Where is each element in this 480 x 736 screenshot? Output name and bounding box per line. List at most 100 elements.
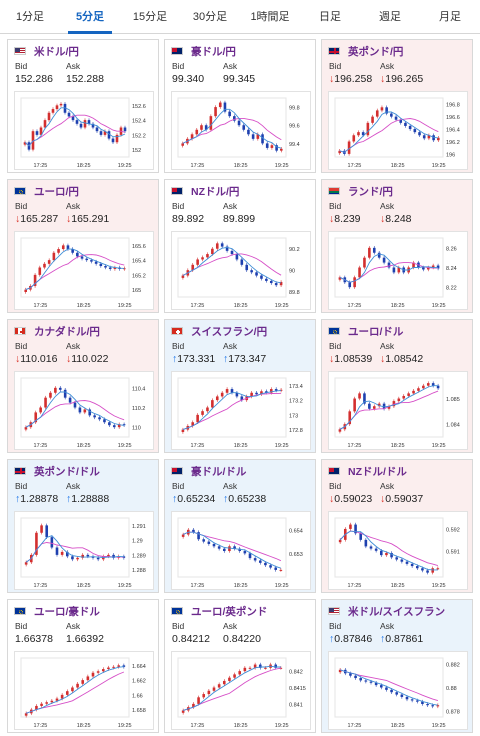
mini-chart[interactable]: 110.4 110.2 110 17:25 18:25 19:25: [14, 371, 154, 450]
mini-chart[interactable]: 99.8 99.6 99.4 17:25 18:25 19:25: [171, 91, 311, 170]
ask-label: Ask: [66, 481, 81, 491]
pair-title[interactable]: 英ポンド/円: [348, 45, 404, 58]
tab-0[interactable]: 1分足: [15, 11, 45, 23]
currency-card-usdchf[interactable]: 米ドル/スイスフラン Bid Ask ↑0.87846 ↑0.87861 0.882 0.8…: [321, 599, 473, 733]
mini-chart[interactable]: 0.654 0.653 17:25 18:25 19:25: [171, 511, 311, 590]
currency-card-euraud[interactable]: ユーロ/豪ドル Bid Ask 1.66378 1.66392 1.664 1.662 1.6…: [7, 599, 159, 733]
candle-body: [65, 691, 69, 695]
candle-body: [196, 259, 199, 265]
pair-title[interactable]: 英ポンド/ドル: [34, 465, 100, 478]
pair-title[interactable]: 米ドル/円: [34, 45, 79, 58]
pair-title[interactable]: カナダドル/円: [34, 325, 100, 338]
mini-chart[interactable]: 1.085 1.084 17:25 18:25 19:25: [328, 371, 468, 450]
currency-card-eurusd[interactable]: ユーロ/ドル Bid Ask ↓1.08539 ↓1.08542 1.085 1.084 17…: [321, 319, 473, 453]
tab-1[interactable]: 5分足: [60, 0, 120, 34]
bid-price: 173.331: [177, 353, 216, 365]
mini-chart[interactable]: 1.664 1.662 1.66 1.658 17:25 18:25 19:25: [14, 651, 154, 730]
candle-body: [270, 145, 274, 148]
currency-card-nzdjpy[interactable]: NZドル/円 Bid Ask 89.892 89.899 90.2 90 89.8 17:25 1…: [164, 179, 316, 313]
candle-body: [96, 671, 100, 673]
candle-body: [60, 694, 64, 699]
currency-card-eurjpy[interactable]: ユーロ/円 Bid Ask ↓165.287 ↓165.291 165.6 165.4 165…: [7, 179, 159, 313]
bid-price: 0.59023: [334, 493, 373, 505]
candle-body: [233, 674, 236, 678]
pair-title[interactable]: ユーロ/円: [34, 185, 79, 198]
currency-card-audusd[interactable]: 豪ドル/ドル Bid Ask ↑0.65234 ↑0.65238 0.654 0.653 17…: [164, 459, 316, 593]
candle-body: [55, 105, 59, 110]
candle-body: [338, 277, 342, 280]
pair-title[interactable]: ユーロ/英ポンド: [191, 605, 268, 618]
currency-card-eurgbp[interactable]: ユーロ/英ポンド Bid Ask 0.84212 0.84220 0.842 0.8415 0…: [164, 599, 316, 733]
mini-chart[interactable]: 173.4 173.2 173 172.8 17:25 18:25 19:25: [171, 371, 311, 450]
pair-title[interactable]: 豪ドル/円: [191, 45, 236, 58]
currency-card-nzdusd[interactable]: NZドル/ドル Bid Ask ↓0.59023 ↓0.59037 0.592 0.591 1…: [321, 459, 473, 593]
mini-chart[interactable]: 196.8 196.6 196.4 196.2 196 17:25 18:25 19:25: [328, 91, 468, 170]
currency-card-audjpy[interactable]: 豪ドル/円 Bid Ask 99.340 99.345 99.8 99.6 99.4 17:25…: [164, 39, 316, 173]
currency-card-usdjpy[interactable]: 米ドル/円 Bid Ask 152.286 152.288 152.6 152.4 152.2…: [7, 39, 159, 173]
candle-body: [228, 111, 231, 117]
za-flag-icon: [328, 187, 340, 195]
x-tick-label: 18:25: [234, 583, 248, 589]
candle-body: [261, 134, 264, 144]
candle-body: [338, 669, 342, 673]
candle-body: [225, 246, 229, 251]
pair-title[interactable]: ユーロ/ドル: [348, 325, 404, 338]
currency-card-gbpjpy[interactable]: 英ポンド/円 Bid Ask ↓196.258 ↓196.265 196.8 196.6 19…: [321, 39, 473, 173]
currency-card-cadjpy[interactable]: カナダドル/円 Bid Ask ↓110.016 ↓110.022 110.4 110.2 1…: [7, 319, 159, 453]
candle-body: [55, 698, 59, 701]
x-tick-label: 18:25: [234, 303, 248, 309]
candle-body: [233, 116, 236, 121]
x-tick-label: 19:25: [432, 443, 446, 449]
candle-body: [45, 702, 49, 704]
candlestick-chart: 152.6 152.4 152.2 152 17:25 18:25 19:25: [20, 97, 146, 169]
mini-chart[interactable]: 165.6 165.4 165.2 165 17:25 18:25 19:25: [14, 231, 154, 310]
candle-body: [413, 129, 417, 133]
mini-chart[interactable]: 0.592 0.591 17:25 18:25 19:25: [328, 511, 468, 590]
candle-body: [218, 102, 222, 108]
mini-chart[interactable]: 152.6 152.4 152.2 152 17:25 18:25 19:25: [14, 91, 154, 170]
currency-card-zarjpy[interactable]: ランド/円 Bid Ask ↓8.239 ↓8.248 8.26 8.24 8.22 17:25…: [321, 179, 473, 313]
candlestick-chart: 0.882 0.88 0.878 17:25 18:25 19:25: [334, 657, 460, 729]
mini-chart[interactable]: 90.2 90 89.8 17:25 18:25 19:25: [171, 231, 311, 310]
moving-average-short: [339, 530, 438, 571]
tab-2[interactable]: 15分足: [132, 11, 168, 23]
x-tick-label: 18:25: [391, 583, 405, 589]
bid-arrow-icon: ↓: [329, 213, 335, 225]
pair-title[interactable]: 米ドル/スイスフラン: [348, 605, 446, 618]
tab-7[interactable]: 月足: [439, 11, 461, 23]
pair-title[interactable]: NZドル/円: [191, 185, 240, 198]
tab-4[interactable]: 1時間足: [250, 11, 290, 23]
mini-chart[interactable]: 1.291 1.29 1.289 1.288 17:25 18:25 19:25: [14, 511, 154, 590]
currency-card-gbpusd[interactable]: 英ポンド/ドル Bid Ask ↑1.28878 ↑1.28888 1.291 1.29 1.…: [7, 459, 159, 593]
candle-body: [436, 265, 440, 269]
mini-chart[interactable]: 0.882 0.88 0.878 17:25 18:25 19:25: [328, 651, 468, 730]
ask-value: ↓196.265: [380, 73, 423, 85]
pair-title[interactable]: ランド/円: [348, 185, 393, 198]
candle-body: [44, 397, 47, 408]
candle-body: [66, 245, 70, 250]
candle-body: [24, 562, 28, 565]
bid-price: 1.28878: [20, 493, 59, 505]
candle-body: [91, 123, 95, 128]
y-tick-label: 196.4: [446, 128, 460, 134]
pair-title[interactable]: NZドル/ドル: [348, 465, 407, 478]
pair-title[interactable]: ユーロ/豪ドル: [34, 605, 100, 618]
pair-title[interactable]: スイスフラン/円: [191, 325, 268, 338]
tab-6[interactable]: 週足: [379, 11, 401, 23]
x-tick-label: 17:25: [348, 443, 362, 449]
candle-body: [338, 150, 341, 154]
y-tick-label: 8.22: [446, 286, 457, 292]
pair-title[interactable]: 豪ドル/ドル: [191, 465, 247, 478]
candlestick-chart: 110.4 110.2 110 17:25 18:25 19:25: [20, 377, 145, 449]
candle-body: [107, 554, 110, 557]
mini-chart[interactable]: 8.26 8.24 8.22 17:25 18:25 19:25: [328, 231, 468, 310]
candle-body: [191, 422, 195, 426]
moving-average-short: [182, 390, 282, 431]
tab-3[interactable]: 30分足: [192, 11, 228, 23]
currency-card-chfjpy[interactable]: スイスフラン/円 Bid Ask ↑173.331 ↑173.347 173.4 173.2…: [164, 319, 316, 453]
tab-5[interactable]: 日足: [319, 11, 341, 23]
bid-value: ↓196.258: [329, 73, 372, 85]
candle-body: [181, 710, 185, 713]
candle-body: [211, 400, 214, 408]
mini-chart[interactable]: 0.842 0.8415 0.841 17:25 18:25 19:25: [171, 651, 311, 730]
